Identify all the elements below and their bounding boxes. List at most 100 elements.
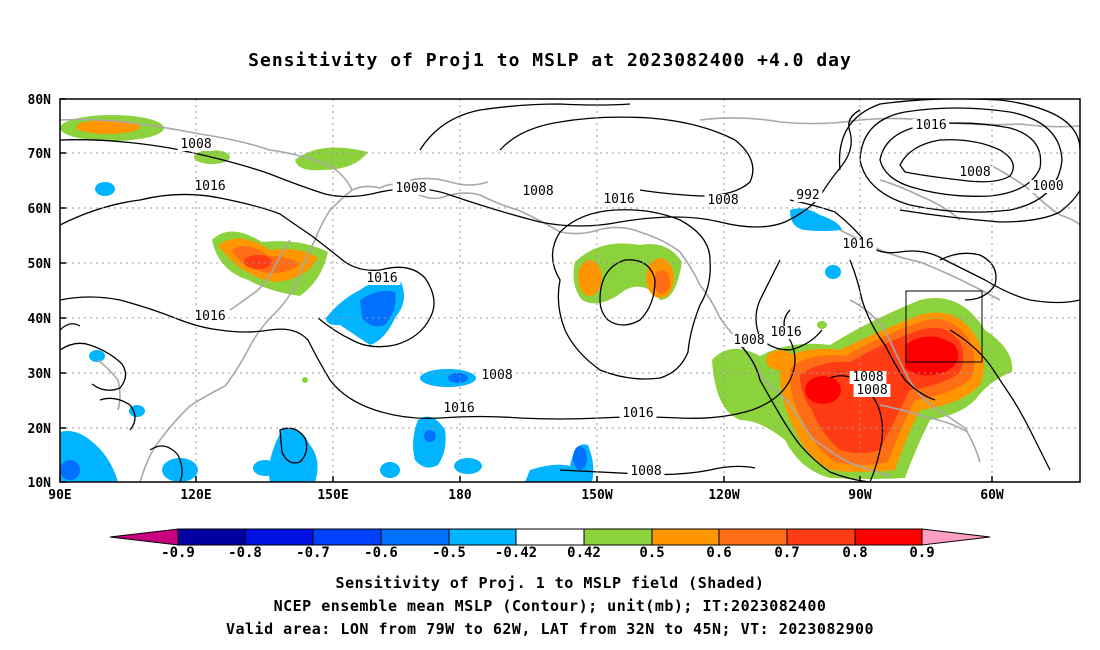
lon-tick-label: 180	[448, 488, 472, 503]
contour-label: 1016	[842, 237, 873, 252]
colorbar-label: -0.6	[364, 545, 398, 561]
colorbar-swatch	[448, 528, 517, 546]
colorbar: -0.9 -0.8 -0.7 -0.6 -0.5 -0.42 0.42 0.5 0.6 0.7 0.…	[109, 528, 991, 561]
contour-label-bg	[849, 371, 887, 384]
colorbar-swatch	[515, 528, 585, 546]
contour-label-bg	[912, 119, 950, 132]
lat-tick-label: 60N	[28, 202, 52, 217]
coastlines	[60, 117, 1080, 482]
sensitivity-shading	[60, 115, 1013, 482]
negative-region	[268, 427, 318, 482]
colorbar-low-arrow	[109, 528, 179, 546]
contour-label: 1016	[194, 309, 225, 324]
contour-label-bg	[793, 189, 823, 202]
contour-label-bg	[704, 194, 742, 207]
colorbar-swatch	[244, 528, 314, 546]
lat-tick-label: 20N	[28, 422, 52, 437]
lon-tick-label: 150E	[317, 488, 348, 503]
contour-label: 1008	[852, 370, 883, 385]
contour-label: 1008	[522, 184, 553, 199]
contour-label-bg	[1029, 180, 1067, 193]
contour-label-bg	[392, 182, 430, 195]
colorbar-label: -0.8	[228, 545, 262, 561]
lat-tick-label: 50N	[28, 257, 52, 272]
colorbar-swatch	[177, 528, 246, 546]
colorbar-label: -0.42	[495, 545, 537, 561]
colorbar-swatch	[718, 528, 788, 546]
colorbar-label: 0.8	[842, 545, 867, 561]
map-title: Sensitivity of Proj1 to MSLP at 20230824…	[248, 50, 852, 71]
colorbar-swatch	[854, 528, 923, 546]
lon-tick-label: 90W	[848, 488, 872, 503]
colorbar-label: 0.7	[774, 545, 799, 561]
contour-label-bg	[440, 402, 478, 415]
contour-label: 1008	[707, 193, 738, 208]
colorbar-label: -0.9	[161, 545, 195, 561]
contour-label-bg	[600, 193, 638, 206]
grid-lines	[60, 99, 1080, 482]
colorbar-high-arrow	[921, 528, 991, 546]
colorbar-label: 0.42	[567, 545, 601, 561]
contour-label: 1008	[630, 464, 661, 479]
colorbar-label: -0.5	[432, 545, 466, 561]
contour-label: 1008	[733, 333, 764, 348]
lat-tick-label: 80N	[28, 93, 52, 108]
contour-label-bg	[839, 238, 877, 251]
contour-label-bg	[177, 138, 215, 151]
contour-label: 1016	[915, 118, 946, 133]
valid-area-box	[905, 290, 983, 363]
contour-label: 1008	[395, 181, 426, 196]
caption-contour: NCEP ensemble mean MSLP (Contour); unit(…	[273, 597, 827, 615]
contour-label-bg	[519, 185, 557, 198]
lon-tick-label: 150W	[581, 488, 612, 503]
colorbar-swatch	[786, 528, 856, 546]
contour-label: 1008	[180, 137, 211, 152]
lat-tick-label: 10N	[28, 476, 52, 491]
contour-label: 1016	[194, 179, 225, 194]
colorbar-label: 0.6	[706, 545, 731, 561]
contour-label: 1016	[770, 325, 801, 340]
contour-label: 1016	[443, 401, 474, 416]
lat-tick-label: 40N	[28, 312, 52, 327]
negative-region	[790, 208, 842, 231]
contour-label: 1016	[366, 271, 397, 286]
contour-label-bg	[478, 369, 516, 382]
caption-valid-area: Valid area: LON from 79W to 62W, LAT fro…	[225, 620, 875, 638]
colorbar-swatch	[380, 528, 450, 546]
contour-label-bg	[191, 180, 229, 193]
lat-tick-label: 30N	[28, 367, 52, 382]
contour-label: 1008	[481, 368, 512, 383]
contour-label-bg	[853, 384, 891, 397]
contour-label-bg	[627, 465, 665, 478]
colorbar-label: -0.7	[296, 545, 330, 561]
map-frame	[59, 98, 1081, 483]
contour-label: 1016	[603, 192, 634, 207]
lon-tick-label: 60W	[980, 488, 1004, 503]
lon-tick-label: 90E	[48, 488, 71, 503]
contour-label-bg	[191, 310, 229, 323]
colorbar-swatch	[312, 528, 382, 546]
contour-label: 1000	[1032, 179, 1063, 194]
negative-region	[413, 416, 446, 468]
negative-region	[95, 182, 115, 196]
contour-label-bg	[363, 272, 401, 285]
contour-label-bg	[730, 334, 768, 347]
colorbar-label: 0.9	[909, 545, 934, 561]
contour-label-bg	[767, 326, 805, 339]
contour-label: 1008	[856, 383, 887, 398]
caption-shading: Sensitivity of Proj. 1 to MSLP field (Sh…	[335, 574, 765, 592]
lon-tick-label: 120W	[708, 488, 739, 503]
contour-label: 1008	[959, 165, 990, 180]
contour-label: 1016	[622, 406, 653, 421]
colorbar-swatch	[583, 528, 653, 546]
contour-label-bg	[956, 166, 994, 179]
colorbar-swatch	[651, 528, 720, 546]
lat-tick-label: 70N	[28, 147, 52, 162]
colorbar-label: 0.5	[639, 545, 664, 561]
contour-label: 992	[796, 188, 819, 203]
contour-label-bg	[619, 407, 657, 420]
lon-tick-label: 120E	[180, 488, 211, 503]
